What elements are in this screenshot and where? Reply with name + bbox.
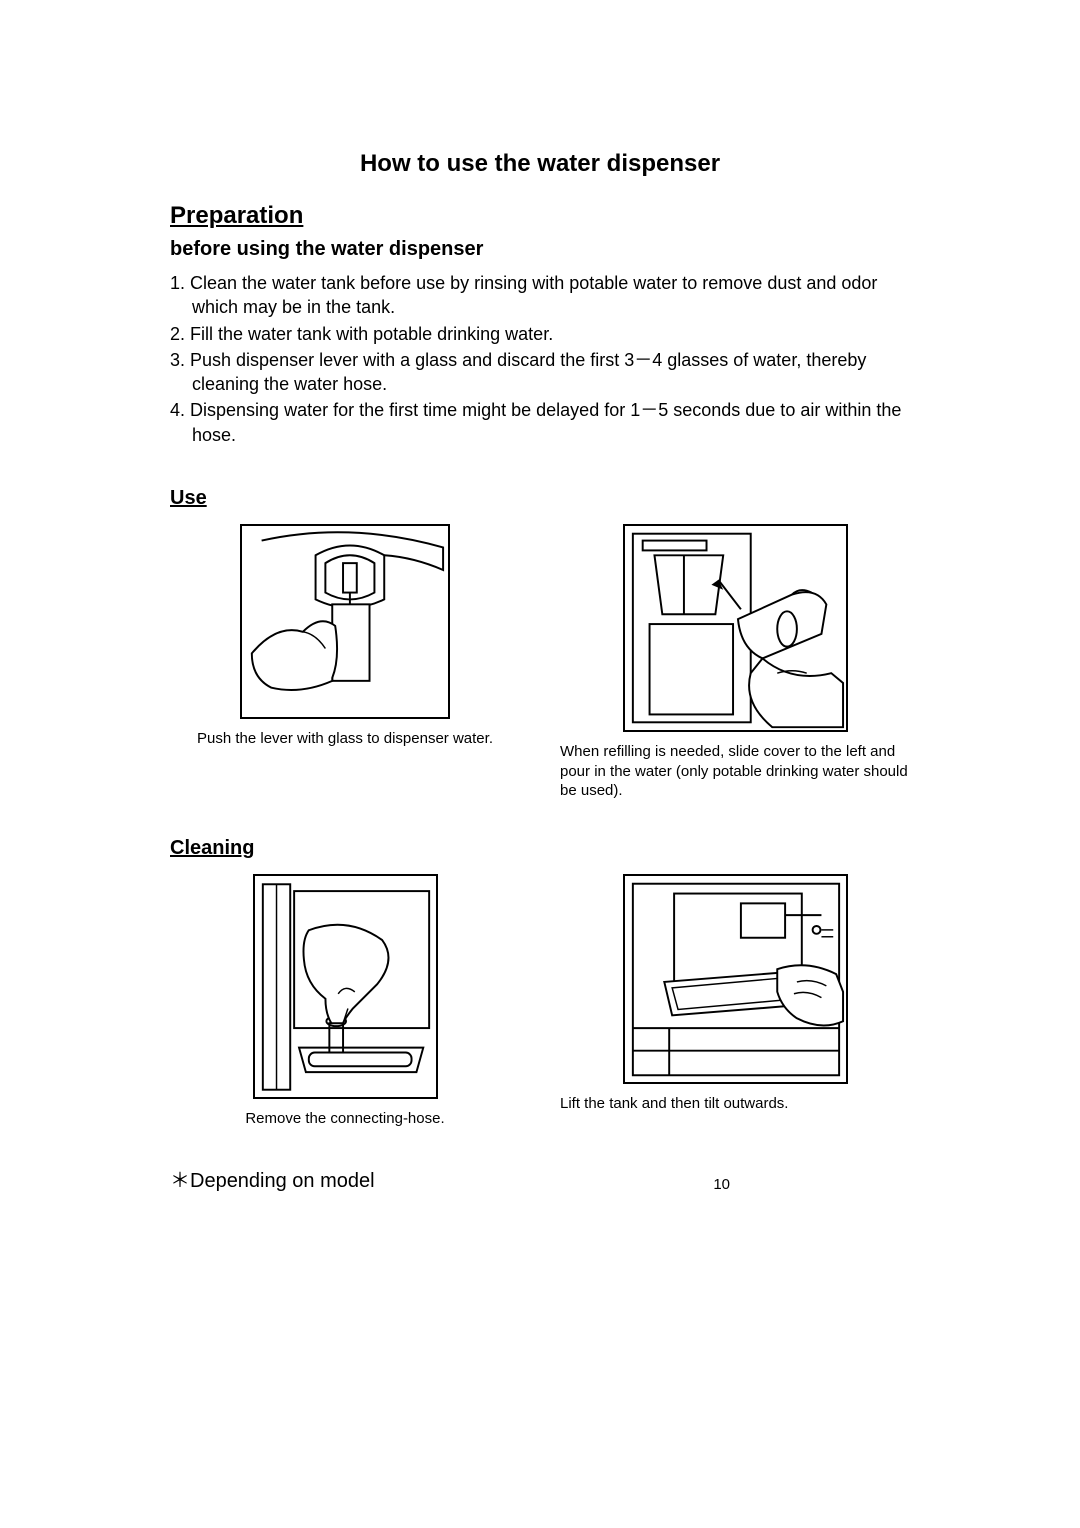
instruction-item: 1. Clean the water tank before use by ri… — [170, 271, 910, 320]
cleaning-caption-2: Lift the tank and then tilt outwards. — [560, 1094, 910, 1114]
instruction-item: 2. Fill the water tank with potable drin… — [170, 322, 910, 346]
page-title: How to use the water dispenser — [170, 150, 910, 178]
cleaning-illustration-1 — [253, 874, 438, 1099]
page-number: 10 — [713, 1176, 730, 1193]
preparation-subheader: before using the water dispenser — [170, 238, 910, 261]
use-caption-1: Push the lever with glass to dispenser w… — [170, 729, 520, 749]
use-illustration-1 — [240, 524, 450, 719]
use-caption-2: When refilling is needed, slide cover to… — [560, 742, 910, 801]
use-header: Use — [170, 487, 910, 510]
cleaning-figure-2: Lift the tank and then tilt outwards. — [560, 874, 910, 1129]
cleaning-illustration-2 — [623, 874, 848, 1084]
use-figures: Push the lever with glass to dispenser w… — [170, 524, 910, 801]
use-figure-2: When refilling is needed, slide cover to… — [560, 524, 910, 801]
cleaning-header: Cleaning — [170, 837, 910, 860]
preparation-instructions: 1. Clean the water tank before use by ri… — [170, 271, 910, 447]
use-illustration-2 — [623, 524, 848, 732]
use-figure-1: Push the lever with glass to dispenser w… — [170, 524, 520, 801]
instruction-item: 3. Push dispenser lever with a glass and… — [170, 348, 910, 397]
preparation-header: Preparation — [170, 202, 910, 230]
model-footnote: ＊Depending on model — [170, 1164, 910, 1193]
instruction-item: 4. Dispensing water for the first time m… — [170, 398, 910, 447]
cleaning-figures: Remove the connecting-hose. — [170, 874, 910, 1129]
cleaning-figure-1: Remove the connecting-hose. — [170, 874, 520, 1129]
cleaning-caption-1: Remove the connecting-hose. — [170, 1109, 520, 1129]
